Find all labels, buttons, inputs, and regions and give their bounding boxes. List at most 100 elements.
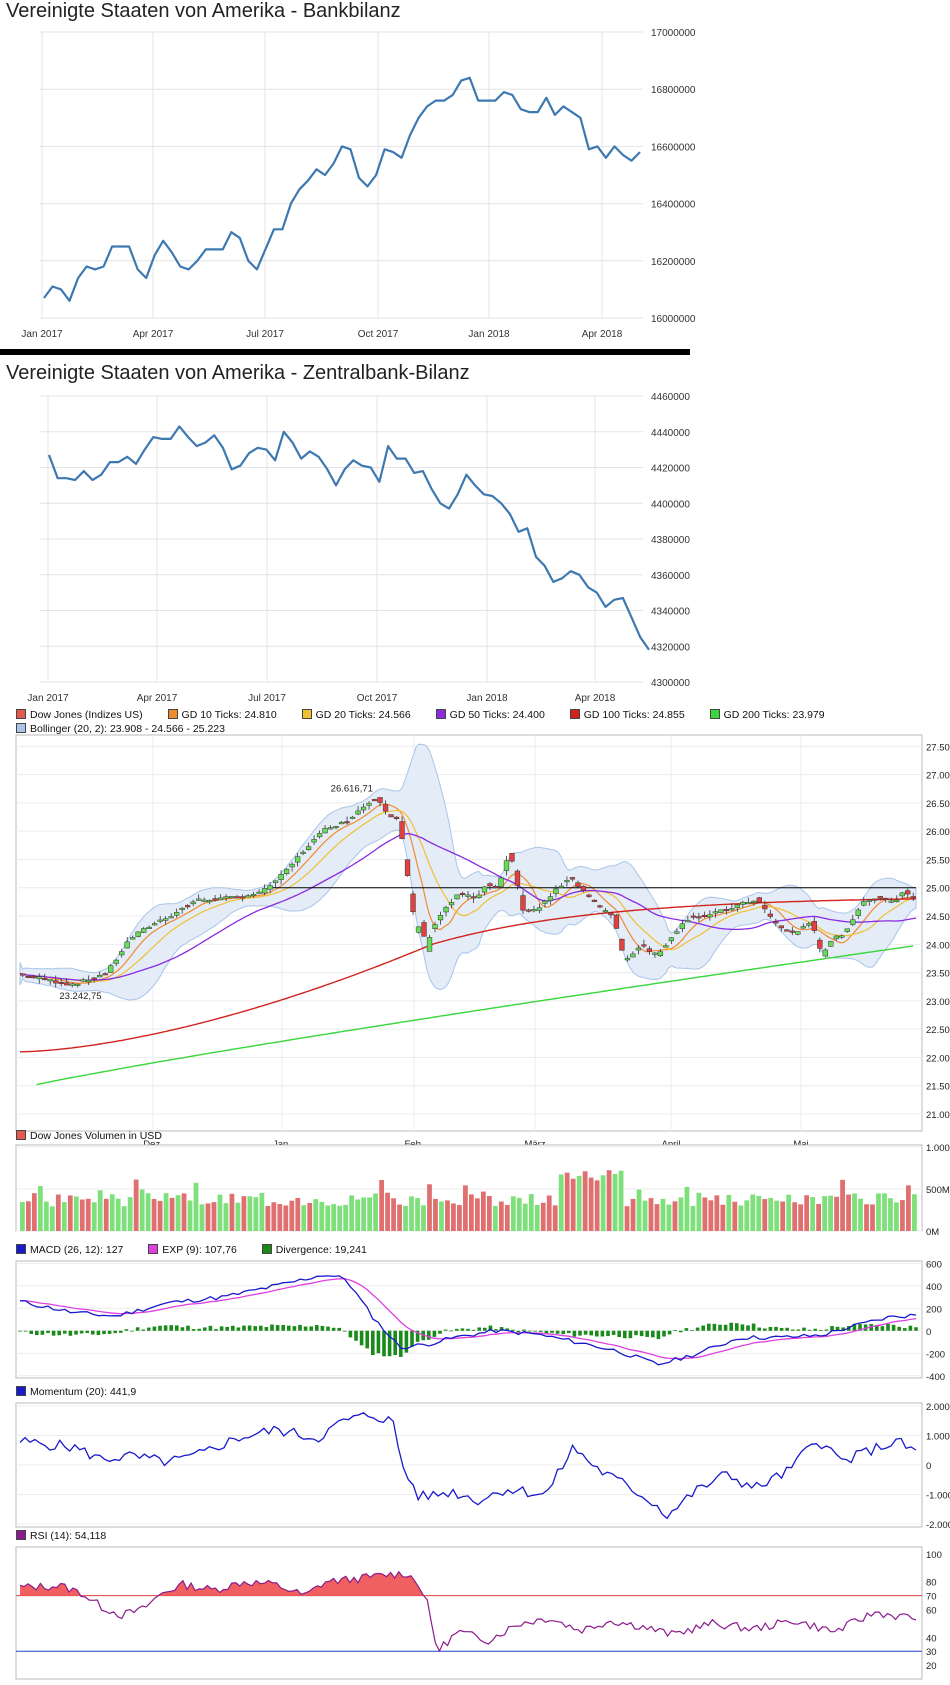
candle-body — [729, 908, 735, 911]
divergence-bar — [343, 1330, 347, 1332]
candle-body — [393, 816, 400, 819]
candle-body — [31, 976, 37, 979]
y-tick-label: 25.000 — [926, 884, 950, 895]
volume-bar — [648, 1198, 654, 1231]
candle-body — [806, 923, 812, 926]
candle-body — [459, 893, 466, 896]
volume-bar — [720, 1204, 726, 1231]
y-tick-label: 16200000 — [651, 257, 696, 268]
divergence-bar — [858, 1323, 862, 1331]
divergence-bar — [186, 1325, 190, 1331]
volume-bar — [67, 1195, 73, 1231]
divergence-bar — [718, 1324, 722, 1331]
divergence-bar — [729, 1322, 733, 1331]
candle-body — [168, 916, 174, 919]
divergence-bar — [455, 1328, 459, 1331]
divergence-bar — [645, 1330, 649, 1337]
candle-body — [646, 948, 653, 952]
volume-bar — [229, 1193, 235, 1231]
volume-bar — [888, 1198, 893, 1231]
candle-body — [399, 821, 405, 840]
volume-bar — [636, 1189, 642, 1231]
volume-bar — [666, 1204, 672, 1231]
x-tick-label: Jan 2017 — [21, 329, 63, 340]
candle-body — [119, 951, 125, 956]
divergence-bar — [813, 1328, 817, 1331]
volume-bar — [25, 1201, 31, 1231]
candle-body — [822, 949, 828, 957]
candle-body — [635, 947, 642, 951]
divergence-bar — [707, 1323, 711, 1331]
volume-bar — [163, 1193, 169, 1231]
volume-bar — [474, 1198, 480, 1231]
candle-body — [613, 914, 620, 929]
candle-body — [602, 910, 609, 913]
candle-body — [498, 877, 504, 888]
volume-bar — [552, 1205, 558, 1231]
candle-body — [817, 939, 823, 949]
divergence-bar — [404, 1330, 409, 1353]
divergence-bar — [768, 1326, 773, 1331]
y-tick-label: 16800000 — [651, 85, 696, 96]
volume-bar — [660, 1198, 666, 1231]
y-tick-label: 4380000 — [651, 535, 690, 546]
volume-bar — [486, 1196, 492, 1231]
volume-bar — [361, 1197, 367, 1231]
divergence-bar — [74, 1330, 78, 1335]
candle-body — [25, 976, 31, 979]
candle-body — [366, 802, 372, 806]
divergence-bar — [595, 1330, 599, 1337]
candle-body — [404, 859, 411, 876]
y-tick-label: 16400000 — [651, 200, 696, 211]
divergence-bar — [208, 1325, 213, 1331]
divergence-bar — [511, 1329, 515, 1331]
divergence-bar — [639, 1330, 644, 1337]
divergence-bar — [466, 1328, 470, 1331]
volume-bar — [522, 1203, 528, 1231]
y-tick-label: 500M — [926, 1185, 950, 1196]
divergence-bar — [303, 1326, 308, 1331]
divergence-bar — [499, 1327, 504, 1331]
candle-body — [745, 902, 751, 905]
volume-bar — [439, 1201, 444, 1231]
volume-bar — [265, 1205, 271, 1231]
volume-bar — [301, 1205, 307, 1231]
divergence-bar — [516, 1330, 521, 1333]
candle-body — [278, 874, 284, 880]
divergence-bar — [623, 1330, 627, 1339]
volume-bar — [708, 1200, 714, 1231]
divergence-bar — [483, 1327, 487, 1331]
candle-body — [69, 983, 75, 986]
candle-body — [163, 918, 169, 921]
candle-body — [910, 896, 916, 899]
volume-bar — [882, 1193, 887, 1231]
divergence-bar — [191, 1329, 196, 1331]
ma200-line — [36, 945, 914, 1086]
divergence-bar — [410, 1330, 414, 1347]
y-tick-label: -400 — [926, 1372, 945, 1383]
divergence-bar — [359, 1330, 364, 1346]
divergence-bar — [830, 1326, 834, 1331]
y-tick-label: 200 — [926, 1304, 942, 1315]
x-tick-label: Jan 2018 — [466, 693, 508, 704]
y-tick-label: 4340000 — [651, 607, 690, 618]
y-tick-label: 4300000 — [651, 678, 690, 689]
divergence-bar — [712, 1323, 717, 1331]
divergence-bar — [197, 1328, 201, 1331]
volume-bar — [187, 1200, 193, 1231]
volume-bar — [684, 1186, 690, 1231]
candle-body — [421, 922, 427, 937]
volume-bar — [846, 1194, 851, 1231]
candle-body — [668, 937, 675, 942]
divergence-bar — [96, 1330, 101, 1336]
divergence-bar — [527, 1330, 532, 1332]
rsi-line — [19, 1570, 917, 1653]
divergence-bar — [231, 1325, 235, 1331]
volume-bar — [822, 1196, 828, 1231]
chart1-bankbilanz: 17000000 16800000 16600000 16400000 16200000… — [21, 28, 696, 340]
candle-body — [322, 827, 328, 834]
y-tick-label: 24.000 — [926, 940, 950, 951]
divergence-bar — [443, 1329, 448, 1331]
divergence-bar — [735, 1323, 739, 1331]
divergence-bar — [371, 1330, 375, 1355]
